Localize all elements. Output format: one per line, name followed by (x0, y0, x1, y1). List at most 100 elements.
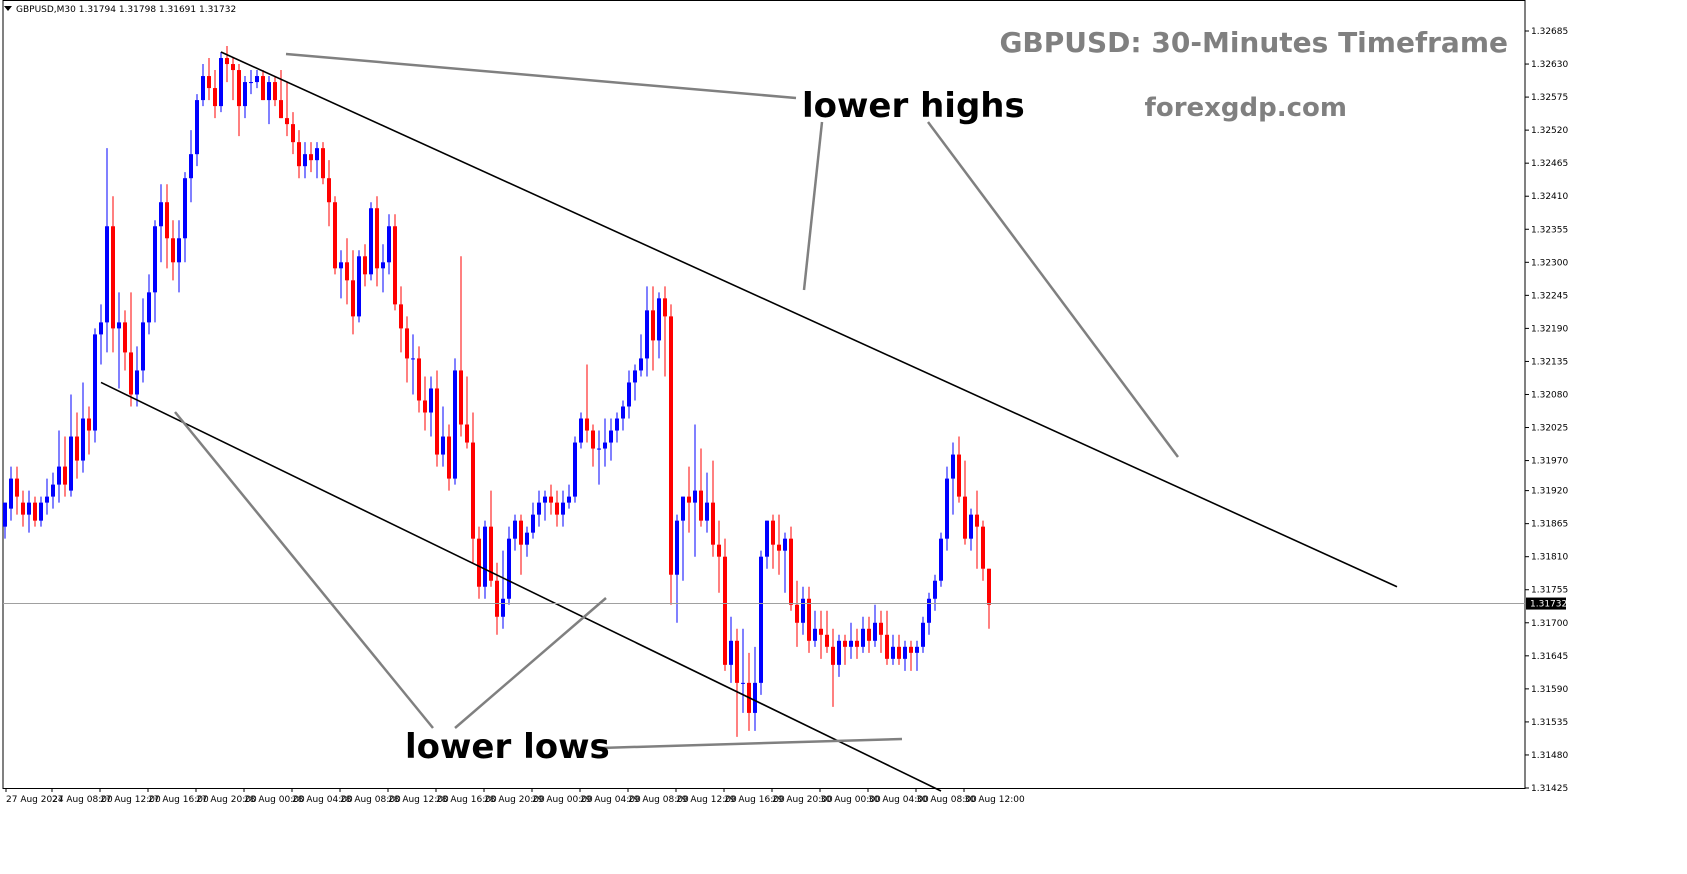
candle (327, 160, 331, 227)
annotation-lower-highs: lower highs (802, 86, 1025, 126)
candle-body (201, 76, 205, 101)
candle (519, 514, 523, 575)
candle (663, 286, 667, 377)
candle (807, 586, 811, 653)
candle (123, 310, 127, 371)
candle-body (543, 496, 547, 503)
candle (735, 628, 739, 737)
x-tick-label: 27 Aug 12:00 (100, 795, 161, 805)
candle-body (153, 226, 157, 293)
candle (891, 634, 895, 665)
candle-body (69, 436, 73, 491)
candle-body (471, 442, 475, 539)
candle (651, 286, 655, 371)
candle (873, 604, 877, 647)
x-tick-label: 28 Aug 04:00 (292, 795, 353, 805)
candle (189, 130, 193, 203)
candle-body (489, 526, 493, 581)
candle-body (159, 202, 163, 227)
candle (585, 364, 589, 443)
y-tick-label: 1.32025 (1531, 424, 1568, 434)
candle (567, 484, 571, 509)
candle-body (219, 58, 223, 107)
symbol-dropdown-icon[interactable] (4, 6, 12, 11)
y-tick-label: 1.32410 (1531, 192, 1568, 202)
y-tick-label: 1.31810 (1531, 553, 1568, 563)
candle-body (675, 520, 679, 575)
candle (705, 472, 709, 533)
candle (903, 640, 907, 671)
candle-body (657, 298, 661, 341)
candle-body (573, 442, 577, 497)
x-tick-label: 29 Aug 08:00 (628, 795, 689, 805)
candle-body (237, 70, 241, 107)
candle (675, 514, 679, 623)
candle (303, 142, 307, 179)
candle-body (969, 514, 973, 539)
candle-body (57, 466, 61, 485)
candle (537, 490, 541, 527)
y-tick-label: 1.32300 (1531, 258, 1568, 268)
candle-body (555, 502, 559, 515)
candle-body (87, 418, 91, 431)
candle (321, 142, 325, 185)
current-price-tag: 1.31732 (1526, 597, 1567, 610)
trendline-2[interactable] (100, 381, 942, 792)
candle-body (477, 538, 481, 587)
candle-body (789, 538, 793, 605)
pointer-low-2 (454, 597, 607, 729)
trendline-1[interactable] (220, 51, 1398, 588)
y-tick-label: 1.31755 (1531, 586, 1568, 596)
candle-body (639, 358, 643, 371)
candle (777, 514, 781, 575)
candle-body (435, 388, 439, 455)
pointer-low-1 (174, 411, 434, 729)
candle (621, 400, 625, 431)
candle-body (645, 310, 649, 359)
candle (975, 490, 979, 569)
candle-body (225, 58, 229, 65)
candle (615, 412, 619, 443)
candle-body (921, 622, 925, 647)
pointer-high-3 (926, 121, 1180, 458)
candle (75, 412, 79, 479)
candle-body (333, 202, 337, 269)
candle (387, 214, 391, 275)
candle (633, 364, 637, 401)
y-tick-label: 1.31920 (1531, 487, 1568, 497)
candle (471, 412, 475, 563)
candle (153, 220, 157, 323)
candle (93, 328, 97, 443)
candle (741, 628, 745, 713)
candle-body (933, 580, 937, 599)
candle-body (369, 208, 373, 275)
candle (129, 292, 133, 407)
candle (159, 184, 163, 263)
candle-body (417, 358, 421, 401)
candle-body (873, 622, 877, 641)
candle-body (603, 442, 607, 449)
candle (105, 148, 109, 353)
candle-body (501, 598, 505, 617)
candle-body (717, 544, 721, 557)
trendlines-layer (100, 51, 1398, 792)
candle (45, 478, 49, 515)
candle (627, 370, 631, 419)
candle (783, 532, 787, 593)
candle-body (27, 502, 31, 515)
annotation-pointers (174, 52, 1180, 750)
candle-body (21, 502, 25, 515)
candle (201, 64, 205, 107)
candle-body (819, 628, 823, 635)
candle-body (939, 538, 943, 581)
candle (513, 514, 517, 551)
candle (87, 406, 91, 455)
candle (369, 202, 373, 281)
candle-body (879, 622, 883, 635)
candle (699, 448, 703, 527)
candle-body (597, 448, 601, 450)
y-tick-label: 1.32080 (1531, 390, 1568, 400)
